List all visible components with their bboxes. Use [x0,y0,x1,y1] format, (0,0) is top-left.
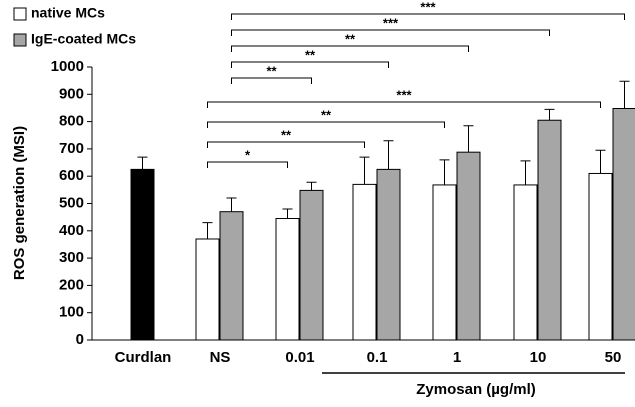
significance-bracket [231,13,625,20]
bar [195,238,220,341]
significance-label: ** [305,47,316,62]
error-bar [439,159,450,185]
bar [299,189,324,341]
bar [376,168,401,341]
bar [513,184,538,341]
bar [612,107,635,341]
group-label: Zymosan (µg/ml) [416,381,536,398]
bar [456,151,481,341]
x-tick-label: NS [210,349,231,366]
y-tick-label: 900 [59,85,84,102]
legend-label: native MCs [31,5,105,21]
legend-swatch [13,7,27,21]
legend-label: IgE-coated MCs [31,31,136,47]
bar [537,119,562,341]
significance-bracket [231,77,312,84]
significance-label: ** [266,63,277,78]
significance-label: * [245,147,251,162]
y-tick-label: 700 [59,140,84,157]
y-tick-label: 400 [59,222,84,239]
x-tick-label: 10 [530,349,547,366]
y-tick-label: 0 [76,331,84,348]
significance-label: ** [281,127,292,142]
significance-bracket [207,121,445,128]
x-tick-label: 1 [453,349,461,366]
x-tick-label: Curdlan [115,349,172,366]
error-bar [359,156,370,185]
y-tick-label: 100 [59,304,84,321]
significance-bracket [207,141,365,148]
significance-label: *** [383,15,399,30]
significance-label: *** [420,0,436,14]
y-tick-label: 300 [59,249,84,266]
y-axis-label: ROS generation (MSI) [11,126,28,280]
bar [275,218,300,341]
x-tick-label: 0.01 [285,349,314,366]
error-bar [282,208,293,219]
x-tick-label: 0.1 [367,349,388,366]
legend-swatch [13,33,27,47]
error-bar [520,160,531,185]
error-bar [306,181,317,191]
bar [130,168,155,341]
error-bar [137,156,148,170]
significance-bracket [231,61,389,68]
error-bar [202,222,213,239]
y-tick-label: 500 [59,194,84,211]
significance-bracket [207,161,288,168]
bar [588,172,613,341]
error-bar [619,80,630,109]
significance-bracket [207,101,601,108]
y-tick-label: 800 [59,113,84,130]
y-tick-label: 200 [59,276,84,293]
bar [219,211,244,341]
significance-bracket [231,29,550,36]
significance-label: ** [321,107,332,122]
significance-label: ** [345,31,356,46]
bar [432,184,457,341]
significance-bracket [231,45,469,52]
error-bar [463,125,474,153]
y-tick-label: 600 [59,167,84,184]
error-bar [544,108,555,121]
x-tick-label: 50 [605,349,622,366]
y-tick-label: 1000 [51,58,84,75]
error-bar [595,149,606,174]
significance-label: *** [396,87,412,102]
error-bar [226,197,237,212]
bar [352,183,377,341]
error-bar [383,140,394,170]
